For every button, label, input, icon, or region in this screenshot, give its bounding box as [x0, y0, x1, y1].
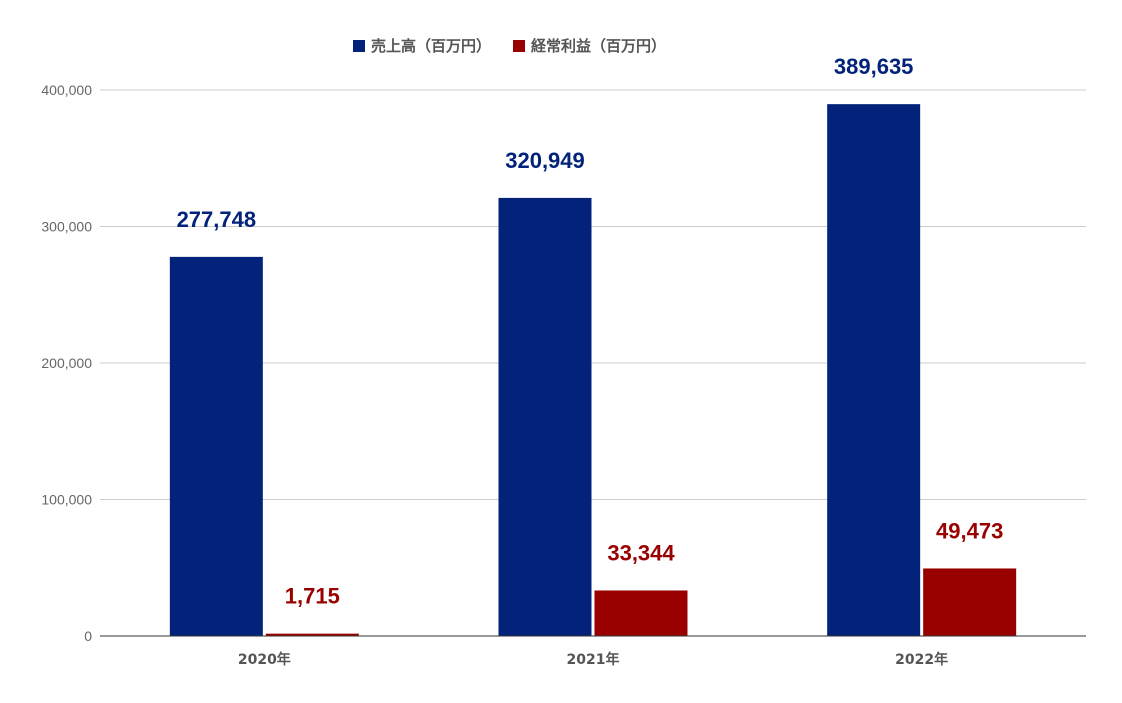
- y-tick-label: 0: [84, 628, 92, 644]
- x-tick-label: 2021年: [567, 651, 620, 668]
- x-tick-label: 2020年: [238, 651, 291, 668]
- bar-series-1-3[interactable]: [827, 104, 921, 637]
- bar-series-1-2[interactable]: [498, 197, 592, 637]
- x-tick-label: 2022年: [895, 651, 948, 668]
- legend[interactable]: 売上高（百万円） 経常利益（百万円）: [353, 37, 666, 55]
- y-tick-label: 400,000: [41, 82, 92, 98]
- legend-swatch: [513, 40, 525, 52]
- data-label: 1,715: [285, 584, 340, 609]
- y-tick-label: 300,000: [41, 219, 92, 235]
- axis-layer: 0 100,000 200,000 300,000 400,000 2020年 2021年 2…: [41, 82, 1086, 668]
- bar-series-2-2[interactable]: [594, 590, 688, 636]
- data-label: 49,473: [936, 518, 1003, 543]
- data-label: 33,344: [607, 540, 675, 565]
- y-tick-label: 100,000: [41, 492, 92, 508]
- legend-label[interactable]: 売上高（百万円）: [371, 37, 491, 55]
- bar-series-1-1[interactable]: [169, 256, 263, 636]
- bar-series-2-3[interactable]: [923, 568, 1017, 636]
- data-label: 277,748: [177, 207, 257, 232]
- y-tick-label: 200,000: [41, 355, 92, 371]
- bar-layer: [169, 104, 1017, 637]
- data-label: 389,635: [834, 54, 914, 79]
- grid-layer: [100, 89, 1086, 500]
- legend-swatch: [353, 40, 365, 52]
- bar-series-2-1[interactable]: [265, 633, 359, 636]
- data-label: 320,949: [505, 148, 585, 173]
- label-layer: 277,748 1,715 320,949 33,344 389,635 49,473: [177, 54, 1004, 609]
- legend-label[interactable]: 経常利益（百万円）: [531, 37, 666, 55]
